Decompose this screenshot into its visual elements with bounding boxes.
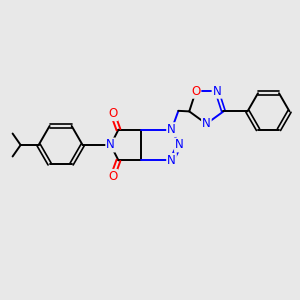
Text: N: N <box>167 123 176 136</box>
Text: O: O <box>108 107 117 120</box>
Text: O: O <box>108 170 117 183</box>
Text: N: N <box>213 85 221 98</box>
Text: N: N <box>167 154 176 167</box>
Text: N: N <box>202 117 211 130</box>
Text: N: N <box>106 139 115 152</box>
Text: N: N <box>175 139 184 152</box>
Text: O: O <box>191 85 200 98</box>
